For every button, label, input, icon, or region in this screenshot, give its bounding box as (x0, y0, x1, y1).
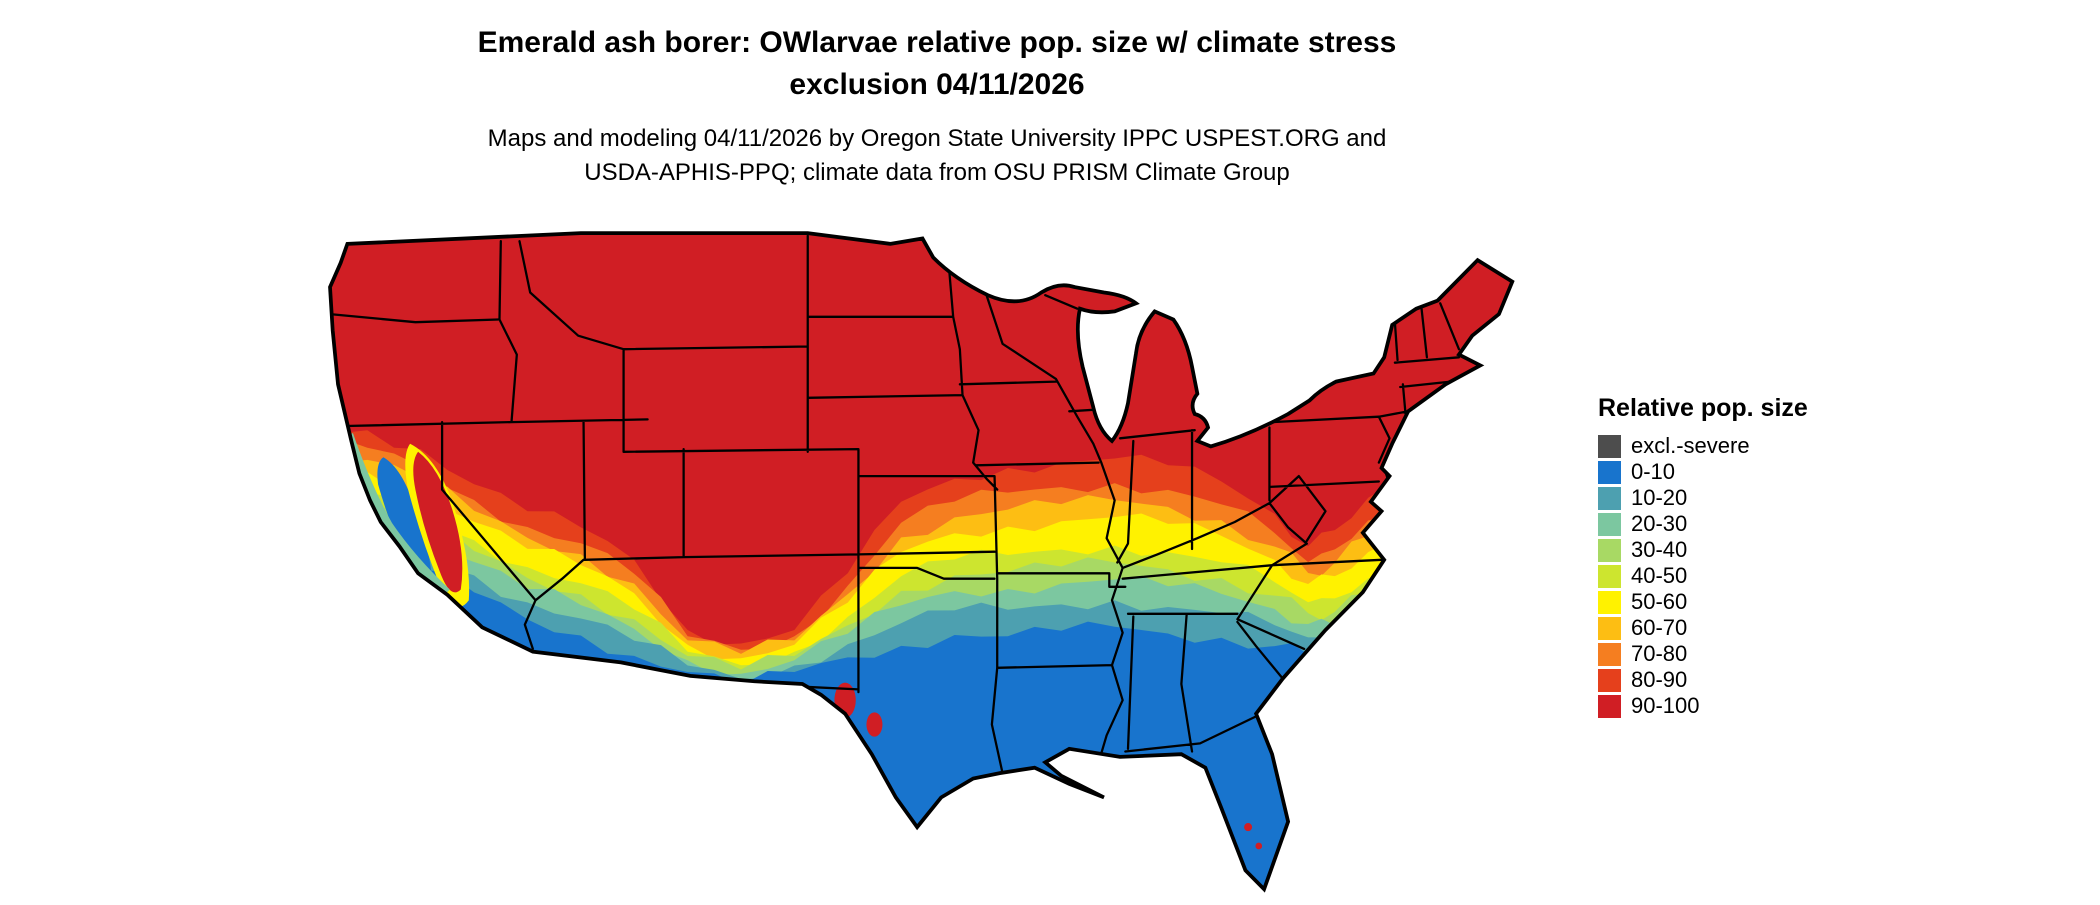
central-valley-patch (377, 457, 432, 575)
population-bands (330, 427, 1513, 890)
map-legend: Relative pop. size excl.-severe 0-10 10-20… (1598, 394, 1898, 719)
legend-swatch (1598, 668, 1621, 692)
legend-swatch (1598, 642, 1621, 666)
map-clipped-content (330, 233, 1513, 890)
legend-swatch (1598, 590, 1621, 614)
legend-item: 20-30 (1598, 511, 1898, 537)
page-title-line2: exclusion 04/11/2026 (789, 68, 1085, 101)
legend-swatch (1598, 434, 1621, 458)
legend-item: 60-70 (1598, 615, 1898, 641)
legend-item: 30-40 (1598, 537, 1898, 563)
florida-spot-2 (1255, 842, 1263, 850)
sierra-nevada-patch (413, 451, 463, 593)
davis-mountains-spot (866, 712, 883, 737)
legend-label: 10-20 (1631, 485, 1688, 510)
florida-spot-1 (1244, 823, 1253, 832)
legend-swatch (1598, 486, 1621, 510)
subtitle-line1: Maps and modeling 04/11/2026 by Oregon S… (487, 125, 1387, 152)
legend-item: excl.-severe (1598, 433, 1898, 459)
legend-rows: excl.-severe 0-10 10-20 20-30 30-40 40-50 50-6… (1598, 433, 1898, 719)
legend-item: 90-100 (1598, 693, 1898, 719)
state-borders (330, 234, 1461, 775)
legend-item: 70-80 (1598, 641, 1898, 667)
legend-label: 30-40 (1631, 537, 1688, 562)
legend-swatch (1598, 538, 1621, 562)
chart-subtitle: Maps and modeling 04/11/2026 by Oregon S… (0, 122, 1874, 190)
us-map-svg (328, 231, 1515, 892)
oregon-coast-spot (331, 412, 340, 421)
us-choropleth-map (314, 225, 1555, 900)
subtitle-line2: USDA-APHIS-PPQ; climate data from OSU PR… (584, 159, 1290, 186)
legend-label: 40-50 (1631, 563, 1688, 588)
legend-label: 60-70 (1631, 615, 1688, 640)
legend-swatch (1598, 460, 1621, 484)
legend-item: 80-90 (1598, 667, 1898, 693)
legend-item: 10-20 (1598, 485, 1898, 511)
legend-item: 40-50 (1598, 563, 1898, 589)
page-title-line1: Emerald ash borer: OWlarvae relative pop… (477, 26, 1397, 59)
chart-header: Emerald ash borer: OWlarvae relative pop… (0, 22, 1874, 190)
legend-swatch (1598, 512, 1621, 536)
legend-label: 50-60 (1631, 589, 1688, 614)
legend-label: 90-100 (1631, 693, 1700, 718)
legend-item: 0-10 (1598, 459, 1898, 485)
legend-label: 70-80 (1631, 641, 1688, 666)
legend-label: 80-90 (1631, 667, 1688, 692)
legend-title: Relative pop. size (1598, 394, 1808, 422)
legend-item: 50-60 (1598, 589, 1898, 615)
legend-label: 20-30 (1631, 511, 1688, 536)
legend-swatch (1598, 564, 1621, 588)
legend-swatch (1598, 616, 1621, 640)
legend-swatch (1598, 694, 1621, 718)
legend-label: excl.-severe (1631, 433, 1750, 458)
legend-label: 0-10 (1631, 459, 1676, 484)
